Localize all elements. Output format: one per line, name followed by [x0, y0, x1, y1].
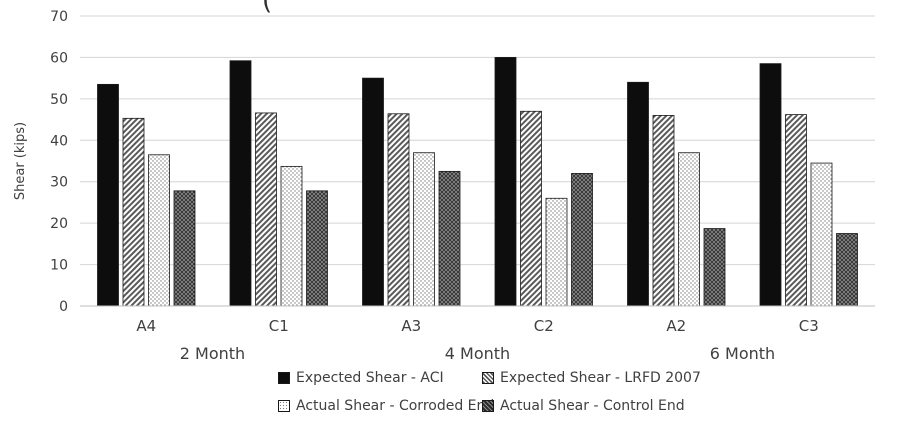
legend-item: Actual Shear - Control End: [482, 398, 685, 414]
bar-c1-series-2: [255, 112, 277, 307]
legend-label: Actual Shear - Control End: [500, 398, 685, 414]
bar-c1-series-3: [280, 165, 303, 307]
bar-c3-series-2: [785, 114, 807, 307]
x-tick-label: C2: [534, 317, 554, 335]
bar-a4-series-3: [148, 154, 170, 307]
y-tick-label: 0: [59, 299, 68, 315]
x-tick-label: A4: [136, 317, 156, 335]
y-tick-label: 40: [50, 133, 68, 149]
y-axis-label: Shear (kips): [13, 122, 28, 200]
bar-a4-series-1: [97, 83, 119, 307]
bar-c3-series-1: [759, 63, 782, 307]
bar-a3-series-1: [362, 77, 384, 307]
bar-c3-series-4: [836, 233, 858, 307]
bar-a2-series-1: [627, 81, 649, 307]
y-tick-label: 10: [50, 258, 68, 274]
bar-a2-series-2: [652, 115, 675, 307]
legend-label: Expected Shear - LRFD 2007: [500, 370, 701, 386]
y-tick-label: 60: [50, 50, 68, 66]
group-label: 4 Month: [445, 344, 510, 363]
bar-a4-series-4: [173, 190, 196, 307]
x-tick-label: A3: [401, 317, 421, 335]
bar-a3-series-2: [387, 113, 410, 307]
legend-label: Actual Shear - Corroded End: [296, 398, 495, 414]
bar-c2-series-1: [494, 57, 517, 307]
bar-a2-series-3: [678, 152, 700, 307]
bar-c3-series-3: [810, 162, 833, 307]
legend-swatch: [482, 400, 494, 412]
legend-item: Actual Shear - Corroded End: [278, 398, 494, 414]
bar-c1-series-1: [229, 60, 252, 307]
legend-swatch: [278, 400, 290, 412]
legend-swatch: [482, 372, 494, 384]
bar-a3-series-4: [438, 170, 461, 307]
legend-label: Expected Shear - ACI: [296, 370, 444, 386]
y-tick-label: 70: [50, 9, 68, 25]
y-tick-label: 20: [50, 216, 68, 232]
group-label: 6 Month: [710, 344, 775, 363]
legend-swatch: [278, 372, 290, 384]
legend-item: Expected Shear - ACI: [278, 370, 444, 386]
x-tick-label: C3: [799, 317, 819, 335]
bar-c2-series-4: [571, 173, 593, 307]
bar-c2-series-2: [520, 110, 542, 307]
y-tick-label: 30: [50, 175, 68, 191]
x-tick-label: C1: [269, 317, 289, 335]
bar-a2-series-4: [703, 228, 726, 307]
legend-item: Expected Shear - LRFD 2007: [482, 370, 701, 386]
bar-c1-series-4: [306, 190, 328, 307]
bar-c2-series-3: [545, 197, 568, 307]
bar-a4-series-2: [122, 117, 145, 307]
chart-title-fragment: (: [262, 0, 273, 16]
bar-a3-series-3: [413, 152, 435, 307]
y-tick-label: 50: [50, 92, 68, 108]
x-tick-label: A2: [666, 317, 686, 335]
group-label: 2 Month: [180, 344, 245, 363]
